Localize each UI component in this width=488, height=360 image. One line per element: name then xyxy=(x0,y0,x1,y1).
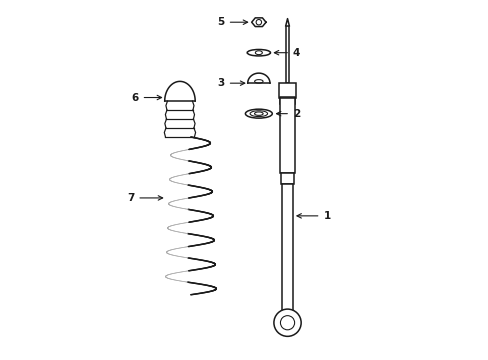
Text: 3: 3 xyxy=(217,78,244,88)
Bar xyxy=(279,98,295,173)
Text: 7: 7 xyxy=(127,193,163,203)
Ellipse shape xyxy=(254,112,263,115)
Text: 6: 6 xyxy=(131,93,161,103)
Bar xyxy=(279,97,295,104)
Bar xyxy=(285,26,289,83)
Ellipse shape xyxy=(254,80,263,83)
Circle shape xyxy=(256,19,261,25)
Text: 5: 5 xyxy=(217,17,247,27)
Ellipse shape xyxy=(247,49,270,56)
Ellipse shape xyxy=(249,111,267,117)
Bar xyxy=(278,83,296,98)
Text: 2: 2 xyxy=(276,109,300,119)
Circle shape xyxy=(273,309,301,336)
Bar xyxy=(282,184,292,311)
Text: 4: 4 xyxy=(274,48,300,58)
Bar xyxy=(281,173,293,184)
Text: 1: 1 xyxy=(296,211,330,221)
Circle shape xyxy=(280,316,294,330)
Ellipse shape xyxy=(255,51,262,55)
Ellipse shape xyxy=(245,109,272,118)
